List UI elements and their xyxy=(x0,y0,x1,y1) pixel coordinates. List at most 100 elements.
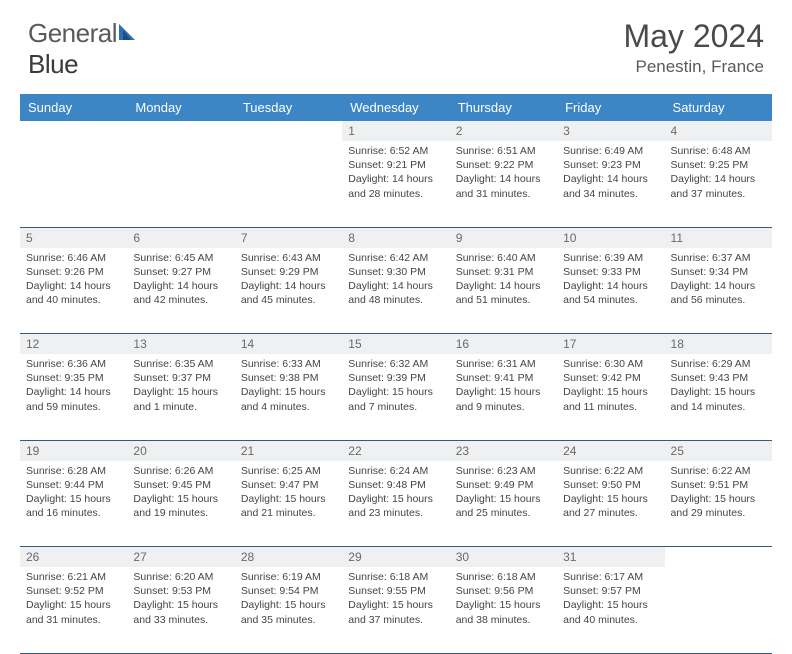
sunset-line: Sunset: 9:23 PM xyxy=(563,158,658,172)
daylight-line: Daylight: 15 hours and 1 minute. xyxy=(133,385,228,413)
day-detail-cell: Sunrise: 6:42 AMSunset: 9:30 PMDaylight:… xyxy=(342,248,449,334)
sunrise-line: Sunrise: 6:19 AM xyxy=(241,570,336,584)
day-detail-cell: Sunrise: 6:31 AMSunset: 9:41 PMDaylight:… xyxy=(450,354,557,440)
sunset-line: Sunset: 9:37 PM xyxy=(133,371,228,385)
sunset-line: Sunset: 9:50 PM xyxy=(563,478,658,492)
day-number-cell: 4 xyxy=(665,121,772,141)
day-number-cell: 3 xyxy=(557,121,664,141)
day-number-cell: 5 xyxy=(20,227,127,248)
day-number-cell: 7 xyxy=(235,227,342,248)
day-detail-cell: Sunrise: 6:35 AMSunset: 9:37 PMDaylight:… xyxy=(127,354,234,440)
brand-text: GeneralBlue xyxy=(28,18,139,80)
sunrise-line: Sunrise: 6:21 AM xyxy=(26,570,121,584)
sunrise-line: Sunrise: 6:18 AM xyxy=(348,570,443,584)
day-detail-cell: Sunrise: 6:28 AMSunset: 9:44 PMDaylight:… xyxy=(20,461,127,547)
page-header: GeneralBlue May 2024 Penestin, France xyxy=(0,0,792,88)
sunrise-line: Sunrise: 6:24 AM xyxy=(348,464,443,478)
dayname-sun: Sunday xyxy=(20,94,127,121)
week-daynum-row: 567891011 xyxy=(20,227,772,248)
sunset-line: Sunset: 9:56 PM xyxy=(456,584,551,598)
day-detail-cell: Sunrise: 6:18 AMSunset: 9:55 PMDaylight:… xyxy=(342,567,449,653)
daylight-line: Daylight: 14 hours and 51 minutes. xyxy=(456,279,551,307)
day-number-cell: 1 xyxy=(342,121,449,141)
daylight-line: Daylight: 15 hours and 23 minutes. xyxy=(348,492,443,520)
day-number-cell: 21 xyxy=(235,440,342,461)
day-number-cell: 25 xyxy=(665,440,772,461)
sunrise-line: Sunrise: 6:23 AM xyxy=(456,464,551,478)
day-detail-cell: Sunrise: 6:22 AMSunset: 9:51 PMDaylight:… xyxy=(665,461,772,547)
daylight-line: Daylight: 15 hours and 16 minutes. xyxy=(26,492,121,520)
sunset-line: Sunset: 9:47 PM xyxy=(241,478,336,492)
sunrise-line: Sunrise: 6:29 AM xyxy=(671,357,766,371)
sunset-line: Sunset: 9:21 PM xyxy=(348,158,443,172)
day-detail-cell: Sunrise: 6:32 AMSunset: 9:39 PMDaylight:… xyxy=(342,354,449,440)
sunset-line: Sunset: 9:29 PM xyxy=(241,265,336,279)
sunrise-line: Sunrise: 6:36 AM xyxy=(26,357,121,371)
day-detail-cell xyxy=(20,141,127,227)
week-detail-row: Sunrise: 6:21 AMSunset: 9:52 PMDaylight:… xyxy=(20,567,772,653)
sunset-line: Sunset: 9:54 PM xyxy=(241,584,336,598)
brand-part1: General xyxy=(28,18,117,48)
day-detail-cell: Sunrise: 6:17 AMSunset: 9:57 PMDaylight:… xyxy=(557,567,664,653)
month-title: May 2024 xyxy=(623,18,764,55)
daylight-line: Daylight: 15 hours and 33 minutes. xyxy=(133,598,228,626)
day-detail-cell: Sunrise: 6:30 AMSunset: 9:42 PMDaylight:… xyxy=(557,354,664,440)
sunset-line: Sunset: 9:31 PM xyxy=(456,265,551,279)
daylight-line: Daylight: 15 hours and 37 minutes. xyxy=(348,598,443,626)
week-detail-row: Sunrise: 6:52 AMSunset: 9:21 PMDaylight:… xyxy=(20,141,772,227)
day-number-cell: 9 xyxy=(450,227,557,248)
sunrise-line: Sunrise: 6:26 AM xyxy=(133,464,228,478)
week-daynum-row: 1234 xyxy=(20,121,772,141)
daylight-line: Daylight: 14 hours and 56 minutes. xyxy=(671,279,766,307)
sunset-line: Sunset: 9:57 PM xyxy=(563,584,658,598)
daylight-line: Daylight: 15 hours and 35 minutes. xyxy=(241,598,336,626)
day-number-cell xyxy=(127,121,234,141)
sunset-line: Sunset: 9:35 PM xyxy=(26,371,121,385)
sunrise-line: Sunrise: 6:22 AM xyxy=(671,464,766,478)
day-detail-cell xyxy=(127,141,234,227)
day-detail-cell: Sunrise: 6:25 AMSunset: 9:47 PMDaylight:… xyxy=(235,461,342,547)
sail-icon xyxy=(117,22,139,42)
sunrise-line: Sunrise: 6:22 AM xyxy=(563,464,658,478)
calendar-body: 1234 Sunrise: 6:52 AMSunset: 9:21 PMDayl… xyxy=(20,121,772,653)
sunset-line: Sunset: 9:26 PM xyxy=(26,265,121,279)
day-detail-cell: Sunrise: 6:26 AMSunset: 9:45 PMDaylight:… xyxy=(127,461,234,547)
dayname-thu: Thursday xyxy=(450,94,557,121)
day-number-cell: 15 xyxy=(342,334,449,355)
sunset-line: Sunset: 9:43 PM xyxy=(671,371,766,385)
day-detail-cell: Sunrise: 6:24 AMSunset: 9:48 PMDaylight:… xyxy=(342,461,449,547)
daylight-line: Daylight: 14 hours and 37 minutes. xyxy=(671,172,766,200)
day-detail-cell: Sunrise: 6:36 AMSunset: 9:35 PMDaylight:… xyxy=(20,354,127,440)
day-number-cell: 31 xyxy=(557,547,664,568)
sunrise-line: Sunrise: 6:25 AM xyxy=(241,464,336,478)
sunrise-line: Sunrise: 6:48 AM xyxy=(671,144,766,158)
week-daynum-row: 19202122232425 xyxy=(20,440,772,461)
daylight-line: Daylight: 15 hours and 9 minutes. xyxy=(456,385,551,413)
day-header-row: Sunday Monday Tuesday Wednesday Thursday… xyxy=(20,94,772,121)
sunrise-line: Sunrise: 6:39 AM xyxy=(563,251,658,265)
sunset-line: Sunset: 9:33 PM xyxy=(563,265,658,279)
daylight-line: Daylight: 14 hours and 45 minutes. xyxy=(241,279,336,307)
sunrise-line: Sunrise: 6:37 AM xyxy=(671,251,766,265)
sunrise-line: Sunrise: 6:46 AM xyxy=(26,251,121,265)
daylight-line: Daylight: 15 hours and 7 minutes. xyxy=(348,385,443,413)
day-detail-cell: Sunrise: 6:52 AMSunset: 9:21 PMDaylight:… xyxy=(342,141,449,227)
day-number-cell xyxy=(235,121,342,141)
day-detail-cell: Sunrise: 6:39 AMSunset: 9:33 PMDaylight:… xyxy=(557,248,664,334)
day-detail-cell: Sunrise: 6:22 AMSunset: 9:50 PMDaylight:… xyxy=(557,461,664,547)
week-detail-row: Sunrise: 6:28 AMSunset: 9:44 PMDaylight:… xyxy=(20,461,772,547)
location-label: Penestin, France xyxy=(623,57,764,77)
daylight-line: Daylight: 15 hours and 38 minutes. xyxy=(456,598,551,626)
day-number-cell: 11 xyxy=(665,227,772,248)
day-number-cell: 10 xyxy=(557,227,664,248)
day-number-cell: 24 xyxy=(557,440,664,461)
day-detail-cell: Sunrise: 6:49 AMSunset: 9:23 PMDaylight:… xyxy=(557,141,664,227)
day-detail-cell: Sunrise: 6:23 AMSunset: 9:49 PMDaylight:… xyxy=(450,461,557,547)
daylight-line: Daylight: 15 hours and 4 minutes. xyxy=(241,385,336,413)
day-number-cell: 8 xyxy=(342,227,449,248)
sunset-line: Sunset: 9:48 PM xyxy=(348,478,443,492)
day-detail-cell: Sunrise: 6:19 AMSunset: 9:54 PMDaylight:… xyxy=(235,567,342,653)
sunset-line: Sunset: 9:34 PM xyxy=(671,265,766,279)
day-number-cell: 29 xyxy=(342,547,449,568)
sunset-line: Sunset: 9:53 PM xyxy=(133,584,228,598)
